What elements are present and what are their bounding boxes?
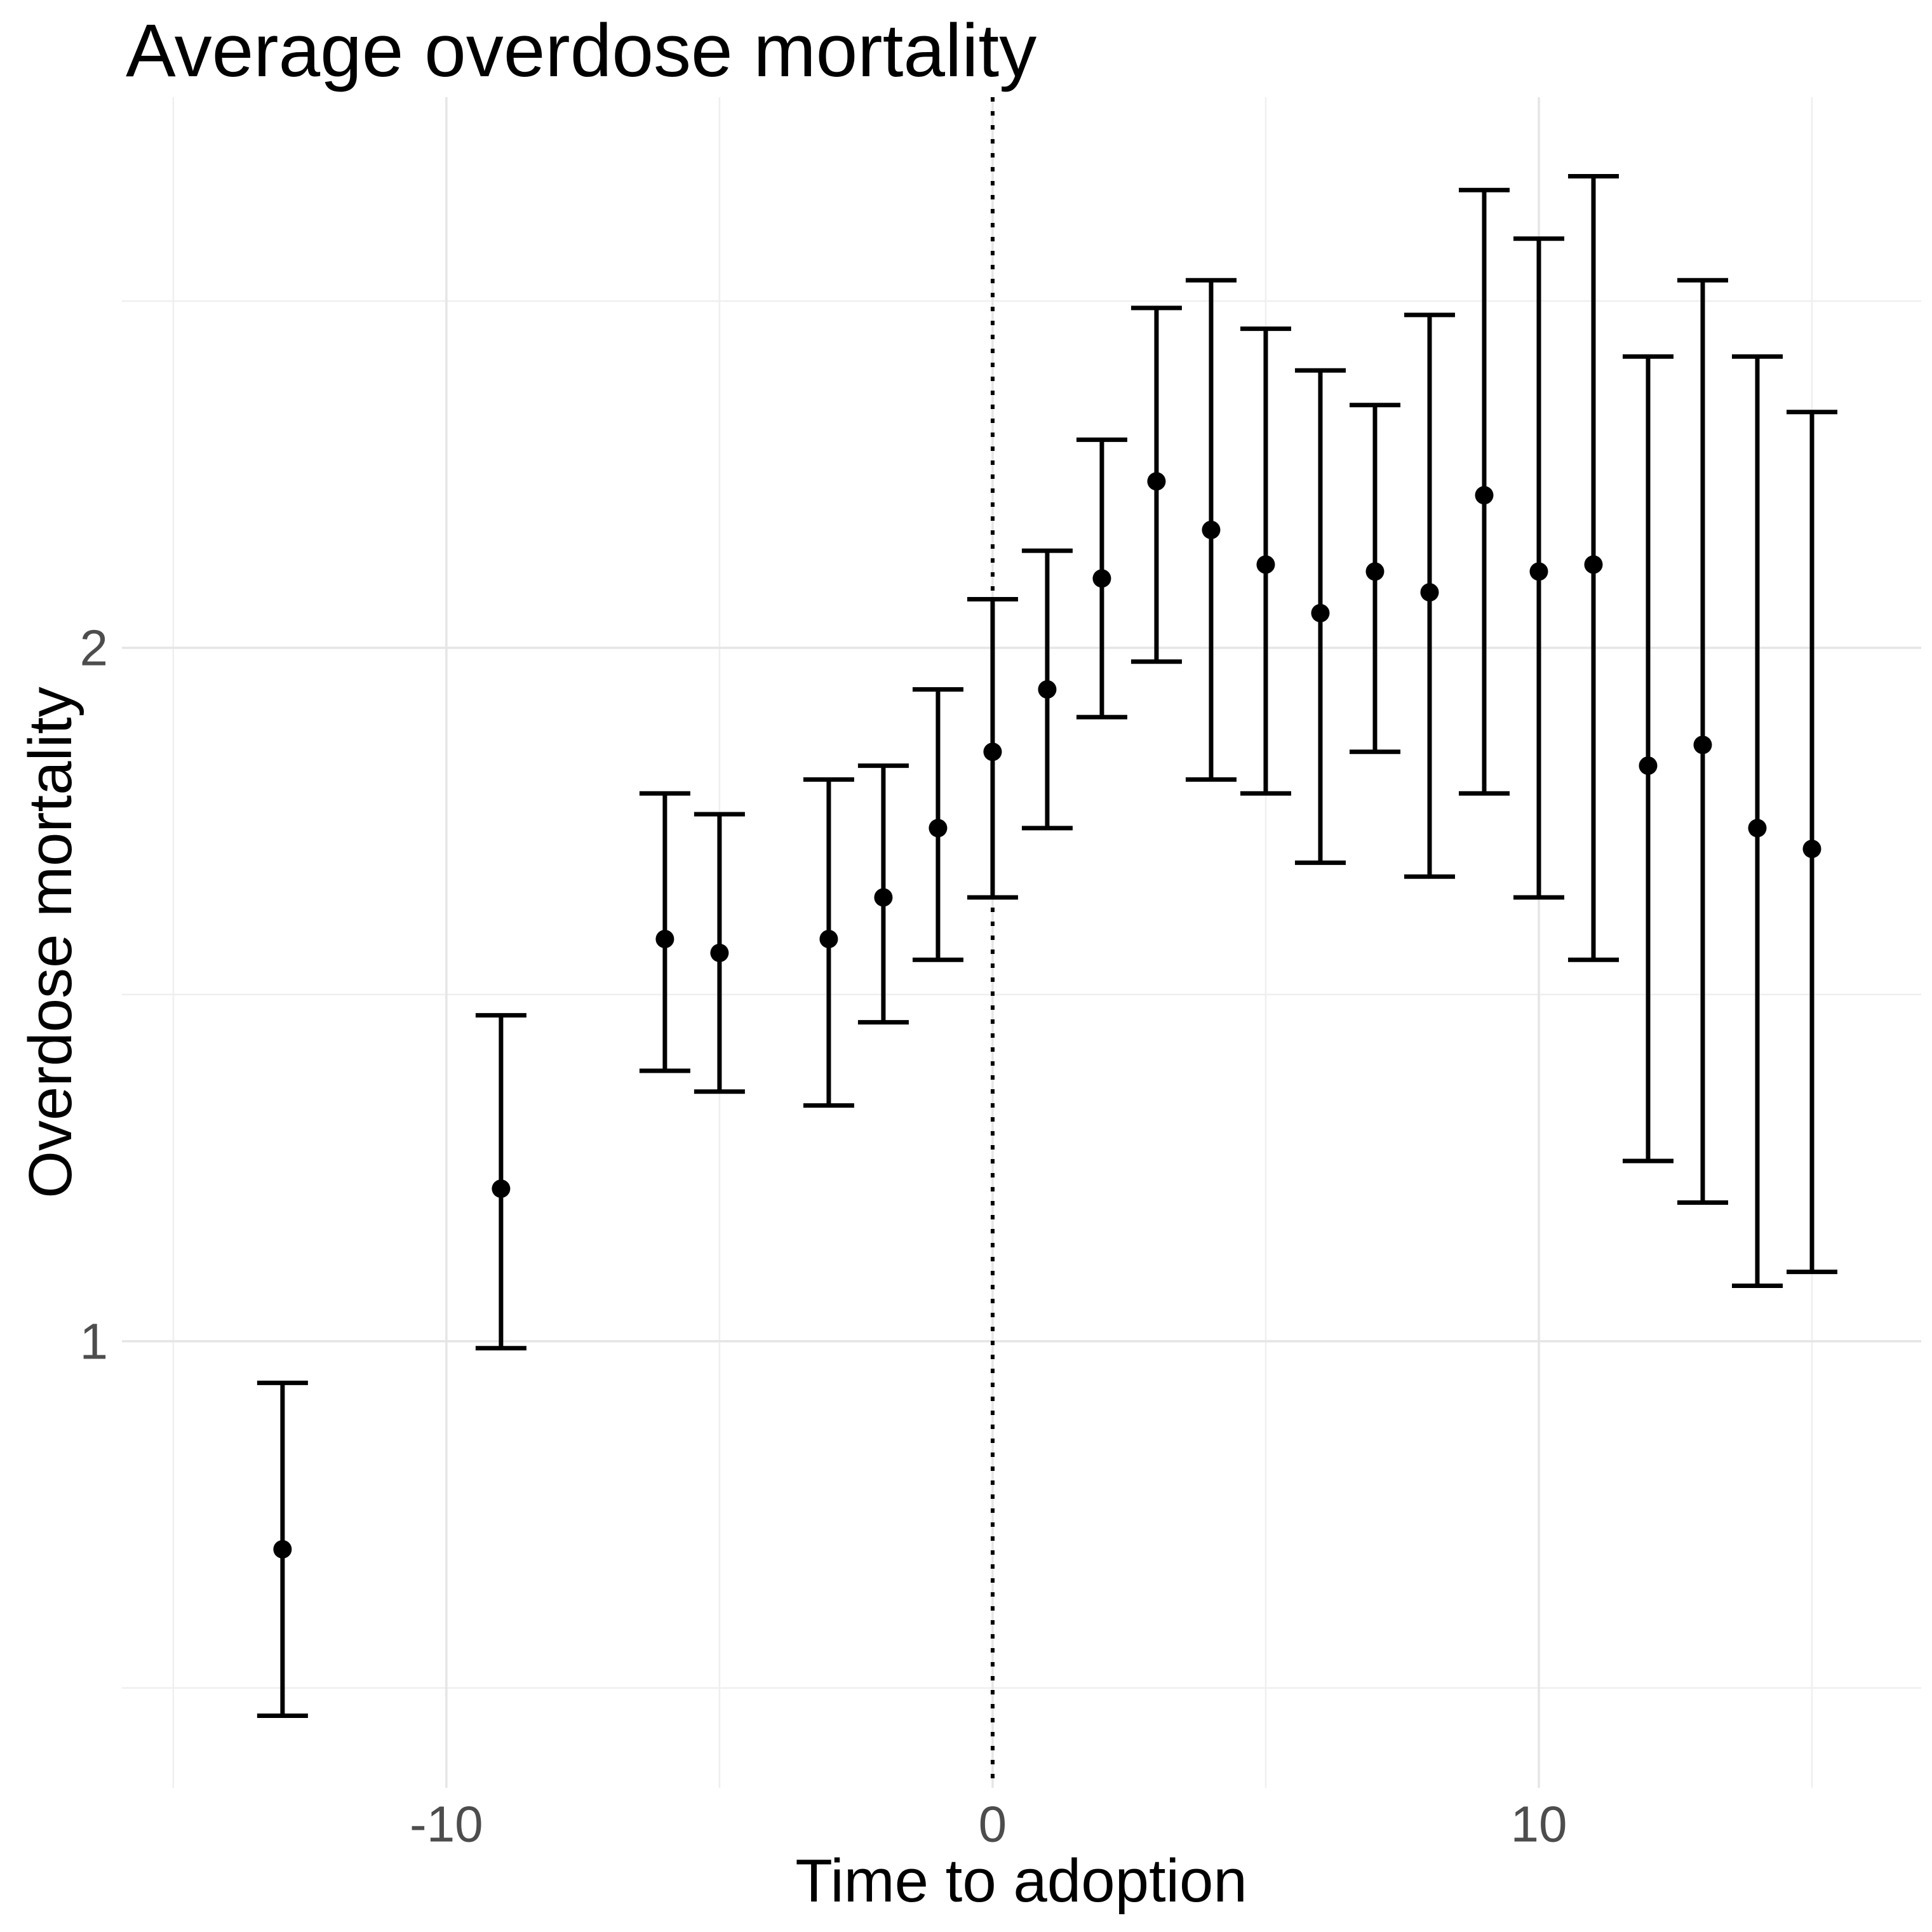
gridlines-minor: [122, 97, 1921, 1788]
data-point: [1202, 520, 1221, 539]
chart-title: Average overdose mortality: [126, 9, 1037, 93]
x-tick-label: -10: [410, 1796, 483, 1853]
data-point: [710, 943, 729, 962]
data-point: [1529, 562, 1548, 581]
data-point: [1256, 555, 1275, 574]
data-point: [492, 1179, 511, 1198]
data-point: [1748, 819, 1767, 838]
data-point: [1639, 756, 1658, 775]
data-points: [273, 472, 1821, 1559]
axis-tick-labels: 1 2 -10 0 10: [80, 619, 1567, 1852]
data-point: [1038, 680, 1057, 699]
x-axis-title: Time to adoption: [795, 1847, 1247, 1915]
data-point: [1365, 562, 1385, 581]
error-bars: [257, 173, 1837, 1718]
data-point: [874, 888, 893, 907]
data-point: [819, 930, 838, 949]
data-point: [1311, 603, 1330, 622]
y-tick-label: 2: [80, 619, 109, 676]
gridlines-major: [122, 97, 1921, 1788]
data-point: [1584, 555, 1603, 574]
data-point: [1420, 583, 1439, 602]
x-tick-label: 10: [1510, 1796, 1567, 1853]
data-point: [983, 742, 1002, 761]
data-point: [655, 930, 674, 949]
data-point: [1092, 569, 1111, 588]
y-axis-title: Overdose mortality: [17, 687, 84, 1198]
data-point: [929, 819, 948, 838]
data-point: [1475, 486, 1494, 505]
data-point: [1693, 735, 1712, 755]
data-point: [1147, 472, 1166, 491]
x-tick-label: 0: [979, 1796, 1007, 1853]
data-point: [273, 1540, 292, 1559]
y-tick-label: 1: [80, 1313, 109, 1369]
data-point: [1802, 840, 1821, 859]
